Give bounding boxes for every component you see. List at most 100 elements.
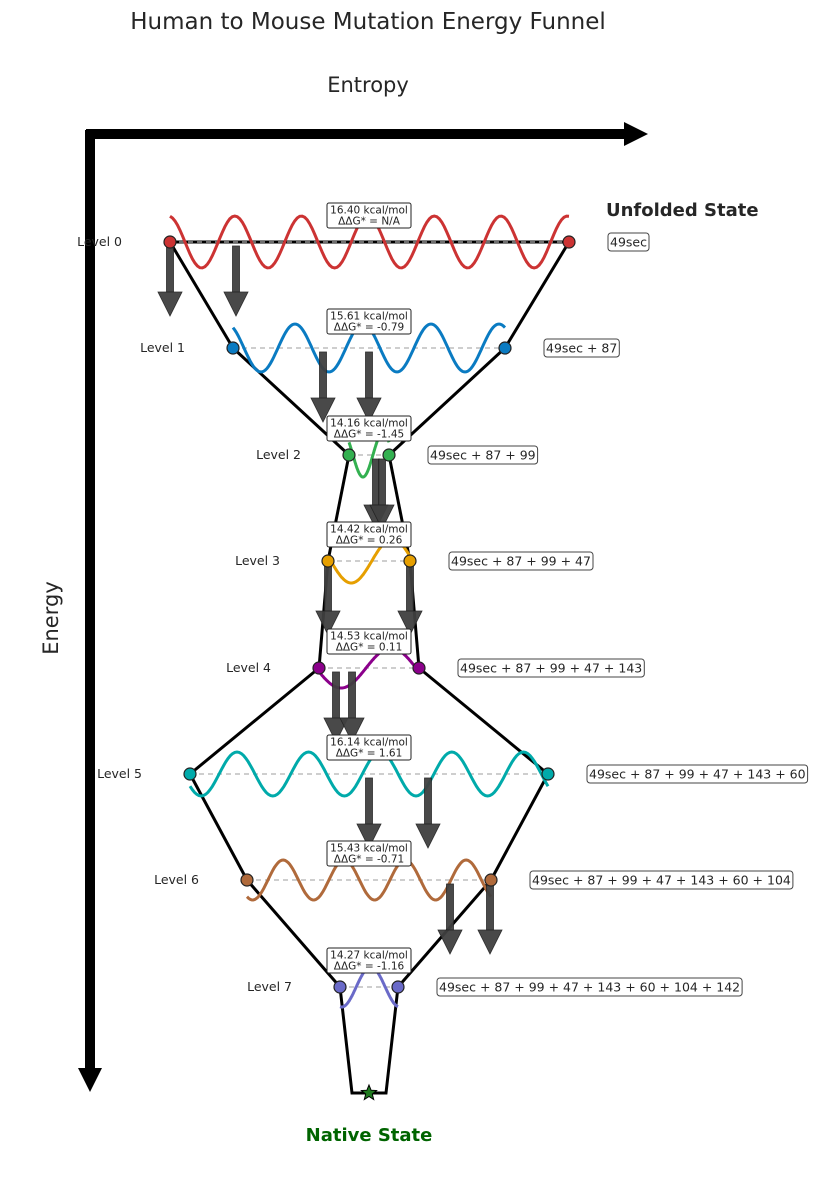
funnel-left-edge (189, 666, 320, 776)
sequence-label: 49sec (610, 235, 647, 250)
transition-arrow-head (415, 823, 441, 849)
level-marker-right (391, 980, 405, 994)
unfolded-state-label: Unfolded State (606, 200, 759, 221)
energy-axis-arrowhead (78, 1068, 102, 1092)
transition-arrow-head (223, 291, 249, 317)
sequence-annotation-box (543, 338, 620, 358)
transition-arrow-shaft (378, 458, 386, 506)
funnel-right-edge (503, 241, 571, 349)
energy-annotation-box (326, 840, 412, 867)
sequence-label: 49sec + 87 (546, 341, 617, 356)
entropy-axis-arrowhead (624, 122, 648, 146)
sequence-label: 49sec + 87 + 99 + 47 + 143 + 60 + 104 + … (439, 980, 740, 995)
sequence-annotation-box (427, 445, 539, 465)
level-label: Level 1 (140, 340, 185, 355)
transition-arrow-head (157, 291, 183, 317)
level-marker-right (382, 448, 396, 462)
sequence-label: 49sec + 87 + 99 + 47 (451, 554, 591, 569)
energy-value: 15.43 kcal/mol (330, 843, 408, 855)
energy-annotation-box (326, 628, 412, 655)
energy-value: 16.40 kcal/mol (330, 205, 408, 217)
sequence-annotations: 49sec 49sec + 87 49sec + 87 + 99 49sec + 87… (427, 232, 809, 997)
transition-arrow-shaft (365, 351, 373, 399)
transition-arrow-head (356, 823, 382, 849)
energy-annotation-box (326, 947, 412, 974)
transition-arrow-shaft (166, 245, 174, 293)
ddg-value: ΔΔG* = -1.45 (334, 429, 404, 441)
transition-arrow-shaft (332, 671, 340, 719)
energy-landscape-wave (188, 750, 550, 798)
level-marker-right (541, 767, 555, 781)
energy-annotation-box (326, 202, 412, 229)
transition-arrow-head (323, 717, 349, 743)
transition-arrows (157, 245, 503, 955)
sequence-label: 49sec + 87 + 99 (430, 448, 536, 463)
transition-arrow-head (369, 504, 395, 530)
transition-arrow-head (437, 929, 463, 955)
sequence-annotation-box (586, 764, 809, 784)
funnel-right-edge (489, 773, 550, 881)
funnel-right-edge (418, 666, 549, 776)
level-label: Level 0 (77, 234, 122, 249)
ddg-value: ΔΔG* = N/A (338, 216, 401, 228)
ddg-value: ΔΔG* = 1.61 (336, 748, 403, 760)
ddg-value: ΔΔG* = 0.11 (336, 642, 403, 654)
transition-arrow-head (397, 610, 423, 636)
sequence-label: 49sec + 87 + 99 + 47 + 143 + 60 + 104 (532, 873, 791, 888)
ddg-value: ΔΔG* = 0.26 (336, 535, 403, 547)
energy-value: 15.61 kcal/mol (330, 311, 408, 323)
level-marker-left (321, 554, 335, 568)
level-label: Level 7 (247, 979, 292, 994)
entropy-axis-label: Entropy (327, 73, 409, 97)
transition-arrow-shaft (424, 777, 432, 825)
energy-value: 14.27 kcal/mol (330, 950, 408, 962)
energy-value: 14.42 kcal/mol (330, 524, 408, 536)
level-marker-left (183, 767, 197, 781)
transition-arrow-shaft (486, 883, 494, 931)
energy-annotation-box (326, 734, 412, 761)
level-marker-left (240, 873, 254, 887)
level-marker-left (333, 980, 347, 994)
transition-arrow-head (310, 397, 336, 423)
transition-arrow-shaft (348, 671, 356, 719)
transition-arrow-shaft (446, 883, 454, 931)
level-label: Level 2 (256, 447, 301, 462)
transition-arrow-head (356, 397, 382, 423)
sequence-annotation-box (529, 870, 794, 890)
ddg-value: ΔΔG* = -1.16 (334, 961, 405, 973)
energy-annotation-box (326, 415, 412, 442)
level-label: Level 3 (235, 553, 280, 568)
sequence-annotation-box (607, 232, 650, 252)
funnel-left-edge (188, 773, 249, 881)
transition-arrow-shaft (319, 351, 327, 399)
level-waves (169, 214, 570, 1009)
level-marker-left (312, 661, 326, 675)
axes: Entropy Energy (39, 73, 648, 1092)
funnel-left-edge (245, 879, 342, 988)
level-label: Level 5 (97, 766, 142, 781)
transition-arrow-head (315, 610, 341, 636)
level-marker-right (562, 235, 576, 249)
ddg-value: ΔΔG* = -0.71 (334, 854, 404, 866)
energy-value: 14.53 kcal/mol (330, 631, 408, 643)
transition-arrow-shaft (324, 564, 332, 612)
level-marker-right (412, 661, 426, 675)
energy-value: 14.16 kcal/mol (330, 418, 408, 430)
native-state-star-icon (360, 1083, 378, 1101)
sequence-label: 49sec + 87 + 99 + 47 + 143 + 60 (589, 767, 806, 782)
transition-arrow-shaft (232, 245, 240, 293)
level-marker-right (403, 554, 417, 568)
level-marker-right (484, 873, 498, 887)
level-markers (163, 235, 576, 994)
energy-value: 16.14 kcal/mol (330, 737, 408, 749)
sequence-label: 49sec + 87 + 99 + 47 + 143 (460, 661, 642, 676)
diagram-title: Human to Mouse Mutation Energy Funnel (130, 9, 606, 35)
sequence-annotation-box (457, 658, 645, 678)
level-labels: Level 0 Level 1 Level 2 Level 3 Level 4 Level… (77, 234, 301, 994)
level-marker-left (342, 448, 356, 462)
sequence-annotation-box (436, 977, 743, 997)
transition-arrow-head (339, 717, 365, 743)
transition-arrow-head (477, 929, 503, 955)
